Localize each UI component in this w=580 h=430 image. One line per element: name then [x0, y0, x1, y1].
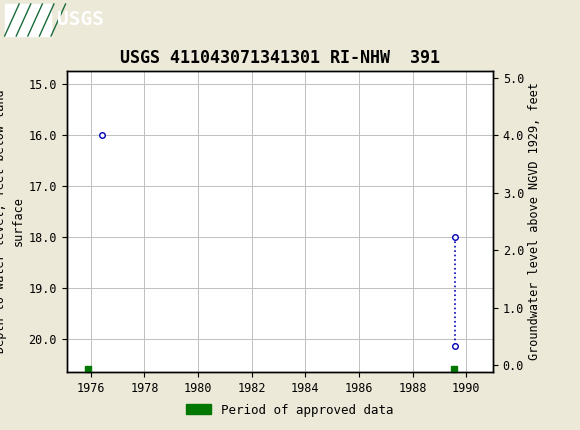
Text: USGS: USGS	[57, 10, 104, 30]
Title: USGS 411043071341301 RI-NHW  391: USGS 411043071341301 RI-NHW 391	[120, 49, 440, 67]
Legend: Period of approved data: Period of approved data	[181, 399, 399, 421]
Bar	[5, 4, 51, 36]
Y-axis label: Depth to water level, feet below land
surface: Depth to water level, feet below land su…	[0, 89, 24, 353]
Y-axis label: Groundwater level above NGVD 1929, feet: Groundwater level above NGVD 1929, feet	[528, 83, 541, 360]
